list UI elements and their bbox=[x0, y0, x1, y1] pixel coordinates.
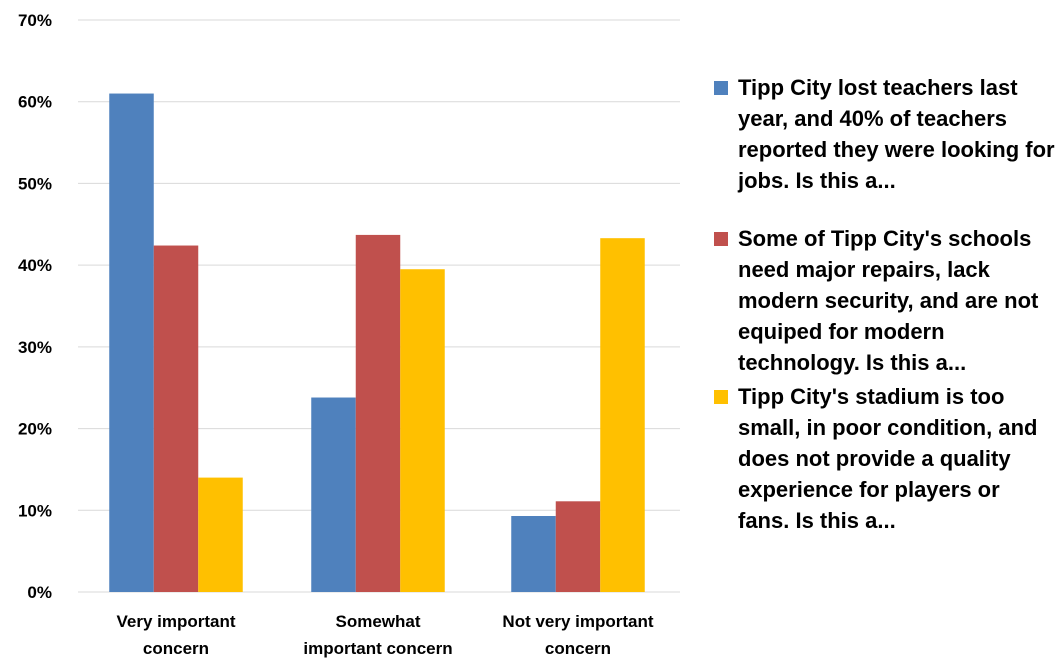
x-category-label: Very important bbox=[116, 612, 235, 631]
legend-item-stadium: Tipp City's stadium is too small, in poo… bbox=[712, 381, 1057, 536]
legend-label-schools: Some of Tipp City's schools need major r… bbox=[738, 226, 1039, 375]
y-tick-label: 40% bbox=[18, 256, 52, 275]
legend-label-teachers: Tipp City lost teachers last year, and 4… bbox=[738, 75, 1055, 193]
bar bbox=[600, 238, 645, 593]
bar bbox=[400, 269, 445, 592]
bar bbox=[511, 516, 556, 592]
legend-item-teachers: Tipp City lost teachers last year, and 4… bbox=[712, 72, 1057, 196]
bar bbox=[153, 245, 199, 592]
y-tick-label: 0% bbox=[27, 583, 52, 602]
legend-swatch-stadium bbox=[714, 390, 728, 404]
bar bbox=[355, 234, 401, 592]
y-tick-label: 60% bbox=[18, 93, 52, 112]
bar bbox=[109, 93, 154, 593]
legend-swatch-schools bbox=[714, 232, 728, 246]
y-tick-label: 20% bbox=[18, 420, 52, 439]
y-tick-label: 10% bbox=[18, 501, 52, 520]
legend-swatch-teachers bbox=[714, 81, 728, 95]
legend-label-stadium: Tipp City's stadium is too small, in poo… bbox=[738, 384, 1038, 533]
y-tick-label: 50% bbox=[18, 174, 52, 193]
x-category-label: Not very important bbox=[502, 612, 653, 631]
y-axis-tick-labels: 0% 10% 20% 30% 40% 50% 60% 70% bbox=[18, 11, 52, 602]
x-category-label: concern bbox=[143, 639, 209, 658]
legend: Tipp City lost teachers last year, and 4… bbox=[712, 72, 1057, 536]
x-category-label: concern bbox=[545, 639, 611, 658]
y-tick-label: 70% bbox=[18, 11, 52, 30]
y-tick-label: 30% bbox=[18, 338, 52, 357]
x-axis-category-labels: Very important concern Somewhat important c… bbox=[116, 612, 653, 658]
x-category-label: Somewhat bbox=[335, 612, 420, 631]
x-category-label: important concern bbox=[303, 639, 452, 658]
bar bbox=[311, 397, 356, 592]
bars bbox=[109, 93, 645, 593]
bar bbox=[555, 501, 601, 592]
bar bbox=[198, 477, 243, 592]
legend-item-schools: Some of Tipp City's schools need major r… bbox=[712, 223, 1057, 378]
